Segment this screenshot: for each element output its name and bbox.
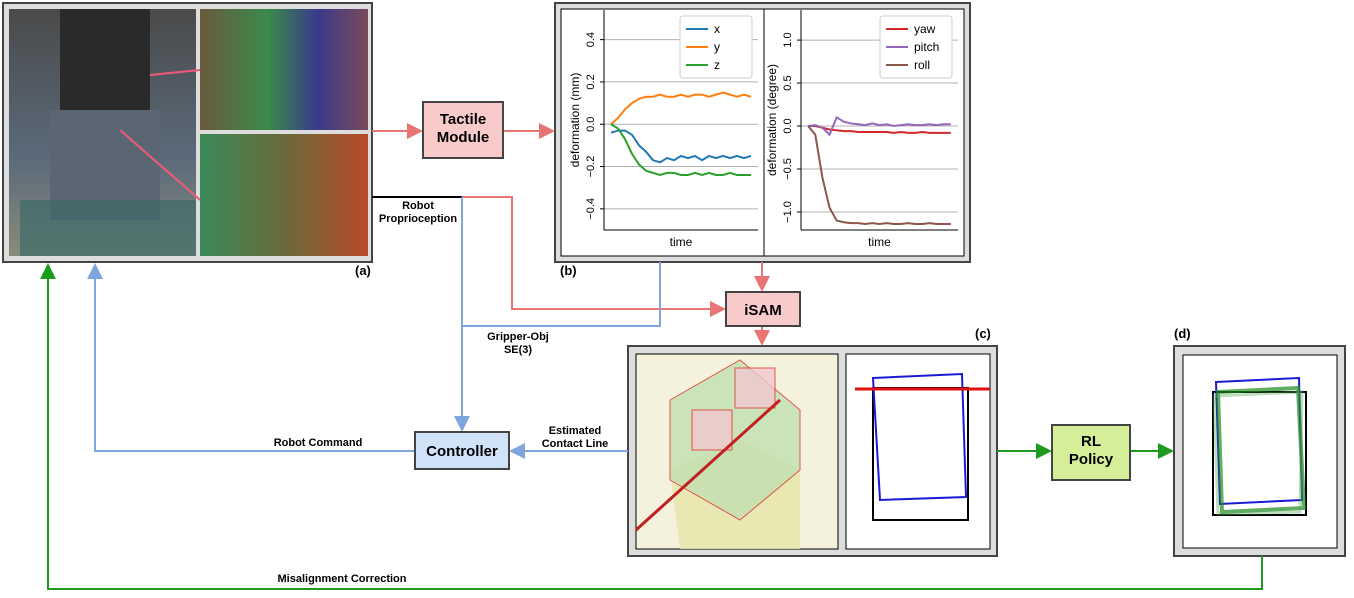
x-axis-label: time — [670, 235, 693, 249]
label-a: (a) — [355, 263, 371, 278]
robot-command-label: Robot Command — [274, 437, 363, 449]
y-tick-label: 0.0 — [585, 117, 597, 132]
label-d: (d) — [1174, 326, 1191, 341]
panel-c — [628, 346, 997, 556]
text-line: RL — [1081, 433, 1101, 450]
y-tick-label: 0.2 — [585, 74, 597, 89]
legend-label: pitch — [914, 40, 939, 54]
y-tick-label: 0.4 — [585, 32, 597, 47]
text-line: Gripper-Obj — [487, 331, 549, 343]
y-tick-label: 0.0 — [782, 118, 794, 133]
text-line: Proprioception — [379, 213, 458, 225]
controller-label: Controller — [426, 443, 498, 460]
text-line: Robot — [402, 200, 434, 212]
x-axis-label: time — [868, 235, 891, 249]
y-axis-label: deformation (degree) — [765, 64, 779, 176]
legend-label: yaw — [914, 22, 936, 36]
legend-label: y — [714, 40, 720, 54]
text-line: Policy — [1069, 451, 1114, 468]
text-line: SE(3) — [504, 344, 532, 356]
y-axis-label: deformation (mm) — [568, 73, 582, 168]
y-tick-label: −0.2 — [585, 156, 597, 178]
legend-label: roll — [914, 58, 930, 72]
y-tick-label: −0.5 — [782, 158, 794, 180]
label-c: (c) — [975, 326, 991, 341]
y-tick-label: −1.0 — [782, 201, 794, 223]
text-line: Contact Line — [542, 438, 609, 450]
panel-a — [3, 3, 372, 262]
misalignment-label: Misalignment Correction — [278, 573, 407, 585]
text-line: Module — [437, 129, 490, 146]
label-b: (b) — [560, 263, 577, 278]
text-line: Estimated — [549, 425, 602, 437]
diagram: (a) (b) −0.4 −0.2 0.0 0.2 0.4 time deformation… — [0, 0, 1354, 593]
y-tick-label: 0.5 — [782, 75, 794, 90]
panel-d — [1174, 346, 1345, 556]
legend-label: x — [714, 22, 720, 36]
y-tick-label: 1.0 — [782, 32, 794, 47]
text-line: Tactile — [440, 111, 486, 128]
y-tick-label: −0.4 — [585, 198, 597, 220]
isam-label: iSAM — [744, 302, 782, 319]
legend-label: z — [714, 58, 720, 72]
